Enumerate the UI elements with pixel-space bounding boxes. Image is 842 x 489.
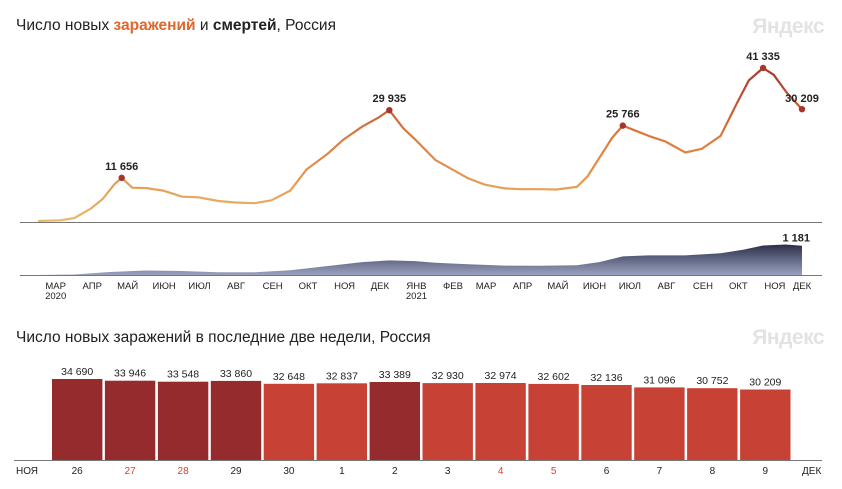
peak-label: 30 209 <box>785 93 819 105</box>
day-bar <box>316 383 367 460</box>
month-tick-label: МАР <box>476 281 497 292</box>
bar-value-label: 32 136 <box>590 372 622 384</box>
top-chart-title: Число новых заражений и смертей, Россия <box>16 17 336 35</box>
peak-label: 29 935 <box>373 93 407 105</box>
deaths-area <box>38 244 802 275</box>
month-tick-label: ИЮЛ <box>619 281 641 292</box>
day-label: 9 <box>763 466 769 477</box>
bar-value-label: 32 837 <box>326 370 358 382</box>
month-tick-label: АВГ <box>227 281 245 292</box>
month-tick-label: НОЯ <box>764 281 785 292</box>
day-label: 4 <box>498 466 504 477</box>
day-bar <box>528 383 579 460</box>
bar-value-label: 30 209 <box>749 377 781 389</box>
yandex-watermark-bottom: Яндекс <box>752 326 824 349</box>
day-bar <box>157 381 209 460</box>
bottom-chart-title: Число новых заражений в последние две не… <box>16 329 431 346</box>
yandex-watermark-top: Яндекс <box>752 15 824 38</box>
bar-value-label: 32 974 <box>485 370 517 382</box>
day-bar <box>687 388 738 460</box>
title-suffix: , Россия <box>276 17 336 34</box>
bar-value-label: 30 752 <box>696 375 728 387</box>
day-bar <box>210 380 262 460</box>
month-start-label: НОЯ <box>16 466 38 477</box>
month-tick-label: МАЙ <box>547 280 568 292</box>
month-tick-label: ОКТ <box>299 281 318 292</box>
day-bar <box>581 385 632 460</box>
month-tick-label: СЕН <box>693 281 713 292</box>
month-tick-label: СЕН <box>263 281 283 292</box>
day-bar <box>263 383 315 460</box>
year-label: 2021 <box>406 291 427 302</box>
month-tick-label: НОЯ <box>334 281 355 292</box>
day-label: 29 <box>230 466 242 477</box>
month-tick-label: МАР <box>45 281 66 292</box>
month-tick-label: ДЕК <box>793 281 812 292</box>
day-bar <box>52 379 103 460</box>
bar-value-label: 33 548 <box>167 369 199 381</box>
peak-marker <box>759 64 767 72</box>
peak-label: 41 335 <box>746 51 780 63</box>
peak-marker <box>619 122 626 129</box>
bar-value-label: 31 096 <box>643 374 675 386</box>
peak-label: 25 766 <box>606 109 640 121</box>
day-label: 3 <box>445 466 451 477</box>
month-tick-label: ФЕВ <box>443 281 463 292</box>
month-tick-label: АВГ <box>657 281 675 292</box>
day-bar <box>422 383 473 460</box>
month-tick-label: ДЕК <box>371 281 390 292</box>
day-label: 30 <box>283 466 295 477</box>
bar-value-label: 33 860 <box>220 368 252 380</box>
day-bar <box>104 380 156 460</box>
day-label: 26 <box>72 466 84 477</box>
month-tick-label: ИЮЛ <box>188 281 210 292</box>
day-label: 27 <box>125 466 137 477</box>
month-tick-label: ОКТ <box>729 281 748 292</box>
title-prefix: Число новых <box>16 17 114 34</box>
infections-line <box>37 66 803 223</box>
bar-value-label: 32 648 <box>273 371 305 383</box>
peak-marker <box>386 106 393 114</box>
bar-value-label: 34 690 <box>61 366 93 378</box>
month-tick-label: АПР <box>83 281 102 292</box>
month-tick-label: ИЮН <box>583 281 606 292</box>
month-tick-label: МАЙ <box>117 280 138 292</box>
bar-value-label: 33 946 <box>114 368 146 380</box>
bar-value-label: 33 389 <box>379 369 411 381</box>
bar-value-label: 32 930 <box>432 370 464 382</box>
deaths-label: 1 181 <box>782 233 810 245</box>
day-bar <box>634 387 685 460</box>
day-bar <box>475 383 526 460</box>
day-label: 7 <box>657 466 663 477</box>
day-label: 1 <box>339 466 345 477</box>
day-label: 28 <box>178 466 190 477</box>
day-bar <box>369 382 420 460</box>
peak-marker <box>118 174 125 182</box>
day-label: 2 <box>392 466 398 477</box>
year-label: 2020 <box>45 291 66 302</box>
month-tick-label: АПР <box>513 281 532 292</box>
month-end-label: ДЕК <box>802 466 821 477</box>
peak-label: 11 656 <box>105 161 138 173</box>
day-bar <box>740 389 791 460</box>
day-label: 5 <box>551 466 557 477</box>
title-infections: заражений <box>113 17 196 34</box>
peak-marker <box>798 105 806 113</box>
month-tick-label: ИЮН <box>153 281 176 292</box>
day-label: 8 <box>710 466 716 477</box>
bar-value-label: 32 602 <box>538 371 570 383</box>
title-deaths: смертей <box>212 17 277 34</box>
month-tick-label: ЯНВ <box>406 281 426 292</box>
day-label: 6 <box>604 466 610 477</box>
title-middle: и <box>195 17 213 34</box>
